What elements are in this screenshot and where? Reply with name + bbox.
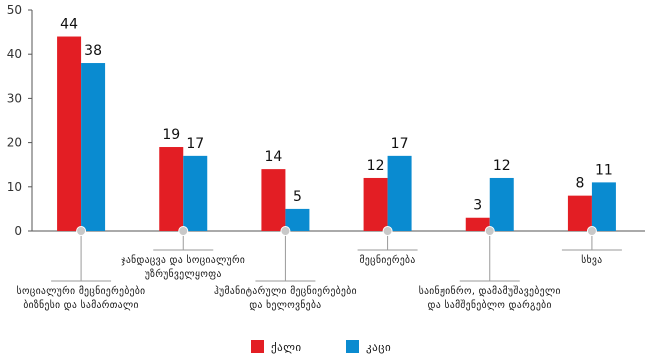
legend: ქალი კაცი	[251, 340, 391, 354]
bar	[489, 177, 514, 231]
data-label: 38	[84, 43, 102, 59]
data-label: 44	[60, 17, 78, 33]
data-label: 11	[595, 162, 613, 178]
category-marker	[76, 226, 87, 236]
y-tick-label: 50	[7, 3, 22, 17]
bar	[183, 155, 208, 231]
category-label: საინჟინრო, დამამუშავებელი	[419, 286, 561, 297]
bar	[465, 217, 490, 231]
y-tick-label: 20	[7, 136, 22, 150]
category-label: და ხელოვნება	[249, 300, 321, 311]
bar	[159, 147, 184, 231]
bar	[261, 169, 286, 231]
y-tick-label: 10	[7, 180, 22, 194]
category-label: უზრუნველყოფა	[145, 269, 222, 280]
data-label: 12	[367, 158, 385, 174]
category-marker	[586, 226, 597, 236]
bar	[285, 208, 310, 231]
data-label: 17	[391, 136, 409, 152]
category-marker	[178, 226, 189, 236]
legend-swatch	[346, 340, 359, 353]
data-label: 19	[162, 127, 180, 143]
legend-swatch	[251, 340, 264, 353]
data-label: 5	[293, 189, 302, 205]
y-tick-label: 40	[7, 47, 22, 61]
data-label: 8	[575, 176, 584, 192]
data-label: 12	[493, 158, 511, 174]
bar	[57, 36, 82, 231]
y-tick-label: 0	[14, 224, 22, 238]
category-labels: სოციალური მეცნიერებები ბიზნესი და სამართა…	[17, 226, 622, 311]
category-label: ბიზნესი და სამართალი	[23, 300, 139, 311]
data-label: 14	[265, 149, 283, 165]
category-label: ჯანდაცვა და სოციალური	[121, 255, 245, 266]
bars	[57, 36, 616, 231]
y-tick-label: 30	[7, 91, 22, 105]
bar	[81, 63, 106, 231]
category-label: მეცნიერება	[360, 255, 416, 266]
axes: 0 10 20 30 40 50	[7, 3, 645, 238]
bar	[591, 182, 616, 231]
bar	[567, 195, 592, 231]
category-marker	[280, 226, 291, 236]
category-label: სოციალური მეცნიერებები	[17, 286, 146, 297]
bar	[363, 177, 388, 231]
category-label: და სამშენებლო დარგები	[428, 300, 552, 311]
data-label: 17	[186, 136, 204, 152]
category-label: სხვა	[581, 255, 602, 266]
category-label: ჰუმანიტარული მეცნიერებები	[214, 286, 357, 297]
data-label: 3	[473, 198, 482, 214]
legend-label: კაცი	[366, 341, 391, 354]
bar	[387, 155, 412, 231]
category-marker	[382, 226, 393, 236]
legend-label: ქალი	[271, 341, 302, 354]
category-marker	[484, 226, 495, 236]
